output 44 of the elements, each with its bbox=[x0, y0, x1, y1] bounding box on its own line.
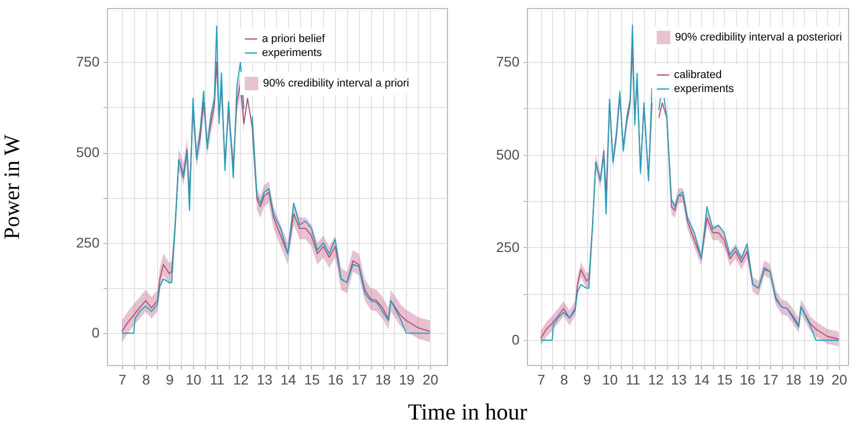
legend-label: experiments bbox=[262, 47, 322, 59]
x-tick-label: 16 bbox=[740, 372, 756, 388]
legend-label: experiments bbox=[674, 83, 734, 95]
x-tick-label: 19 bbox=[808, 372, 824, 388]
x-tick-label: 9 bbox=[166, 372, 174, 388]
x-tick-label: 17 bbox=[352, 372, 368, 388]
x-tick-label: 19 bbox=[398, 372, 415, 388]
x-tick-label: 12 bbox=[648, 372, 664, 388]
x-tick-label: 11 bbox=[210, 372, 225, 388]
y-tick-label: 500 bbox=[496, 146, 520, 162]
x-tick-label: 17 bbox=[762, 372, 779, 388]
x-tick-label: 12 bbox=[233, 372, 249, 388]
x-tick-label: 14 bbox=[694, 372, 710, 388]
x-tick-label: 16 bbox=[328, 372, 344, 388]
x-tick-label: 7 bbox=[118, 372, 127, 388]
x-tick-label: 14 bbox=[280, 372, 296, 388]
y-tick-label: 250 bbox=[76, 234, 100, 250]
x-tick-label: 18 bbox=[375, 372, 392, 388]
y-tick-label: 0 bbox=[92, 324, 100, 341]
x-tick-label: 10 bbox=[186, 372, 202, 388]
y-axis-title: Power in W bbox=[0, 134, 24, 240]
x-tick-label: 8 bbox=[560, 372, 568, 388]
y-tick-label: 250 bbox=[496, 238, 520, 255]
x-tick-label: 20 bbox=[832, 372, 848, 388]
x-tick-label: 9 bbox=[583, 372, 592, 388]
x-axis-title: Time in hour bbox=[408, 400, 528, 424]
y-tick-label: 500 bbox=[76, 144, 100, 160]
x-tick-label: 20 bbox=[422, 372, 438, 388]
x-tick-label: 10 bbox=[602, 372, 618, 388]
y-tick-label: 0 bbox=[512, 332, 520, 348]
annotation: 90% credibility interval a posteriori bbox=[675, 32, 842, 44]
x-tick-label: 18 bbox=[786, 372, 802, 388]
x-tick-label: 7 bbox=[537, 372, 546, 388]
x-tick-label: 15 bbox=[716, 372, 733, 388]
x-tick-label: 15 bbox=[304, 372, 320, 388]
x-tick-label: 13 bbox=[671, 372, 687, 388]
legend-label: a priori belief bbox=[262, 33, 326, 45]
y-tick-label: 750 bbox=[76, 54, 100, 70]
annotation: 90% credibility interval a priori bbox=[263, 78, 410, 90]
y-tick-label: 750 bbox=[496, 54, 520, 70]
x-tick-label: 13 bbox=[256, 372, 273, 388]
x-tick-label: 11 bbox=[626, 372, 640, 388]
legend-label: calibrated bbox=[674, 69, 722, 81]
x-tick-label: 8 bbox=[142, 372, 150, 388]
